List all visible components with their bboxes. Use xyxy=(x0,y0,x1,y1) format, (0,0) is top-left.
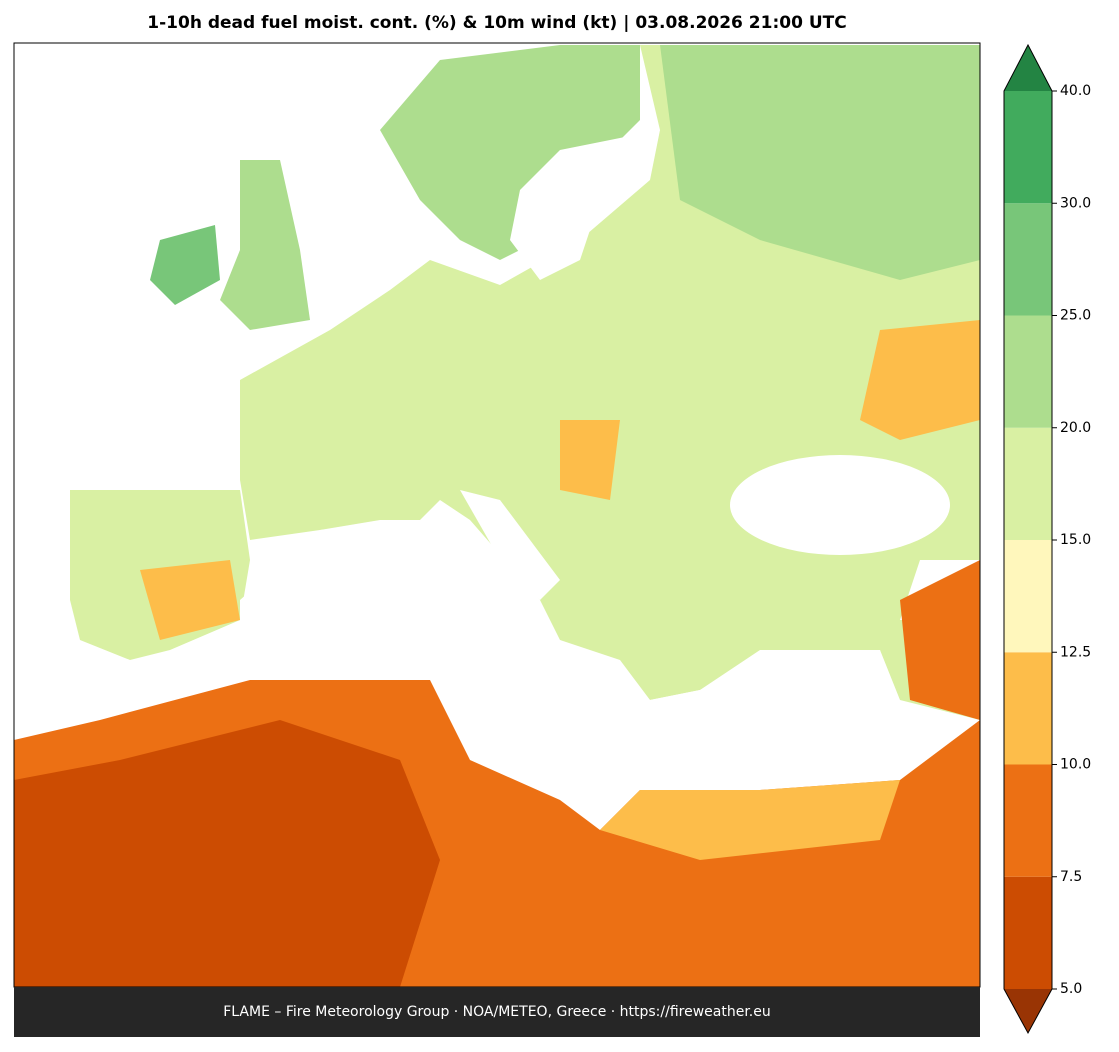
land xyxy=(660,45,980,280)
colorbar-tick-label: 20.0 xyxy=(1060,420,1091,436)
footer-bar xyxy=(14,987,980,1037)
colorbar-bin xyxy=(1004,764,1052,877)
colorbar-bin xyxy=(1004,876,1052,989)
colorbar-bin xyxy=(1004,652,1052,765)
land xyxy=(140,560,240,640)
land xyxy=(600,780,900,860)
colorbar: 5.0 7.5 10.0 12.5 15.0 20.0 25.0 30.0 40.0 xyxy=(1003,43,1091,1035)
colorbar-bin xyxy=(1004,315,1052,428)
colorbar-bin xyxy=(1004,540,1052,653)
colorbar-under xyxy=(1004,989,1052,1033)
colorbar-tick-label: 30.0 xyxy=(1060,195,1091,211)
land xyxy=(150,225,220,305)
black-sea xyxy=(730,455,950,555)
adriatic xyxy=(460,490,560,600)
colorbar-bin xyxy=(1004,427,1052,540)
mediterranean xyxy=(180,520,900,830)
baltic-sea xyxy=(510,130,660,280)
map-title: 1-10h dead fuel moist. cont. (%) & 10m w… xyxy=(147,13,846,33)
land xyxy=(900,560,980,720)
land xyxy=(860,320,980,440)
colorbar-tick-label: 10.0 xyxy=(1060,757,1091,773)
land xyxy=(560,420,620,500)
colorbar-tick-label: 5.0 xyxy=(1060,981,1082,997)
colorbar-over xyxy=(1004,45,1052,91)
colorbar-tick-label: 15.0 xyxy=(1060,532,1091,548)
colorbar-tick-label: 25.0 xyxy=(1060,308,1091,324)
colorbar-tick-label: 7.5 xyxy=(1060,869,1082,885)
colorbar-tick-label: 12.5 xyxy=(1060,644,1091,660)
map xyxy=(13,42,981,988)
land xyxy=(14,720,440,987)
footer-text: FLAME – Fire Meteorology Group · NOA/MET… xyxy=(223,1004,771,1020)
colorbar-bin xyxy=(1004,203,1052,316)
colorbar-tick-label: 40.0 xyxy=(1060,83,1091,99)
land xyxy=(380,45,640,260)
colorbar-bin xyxy=(1004,91,1052,204)
land xyxy=(220,160,310,330)
